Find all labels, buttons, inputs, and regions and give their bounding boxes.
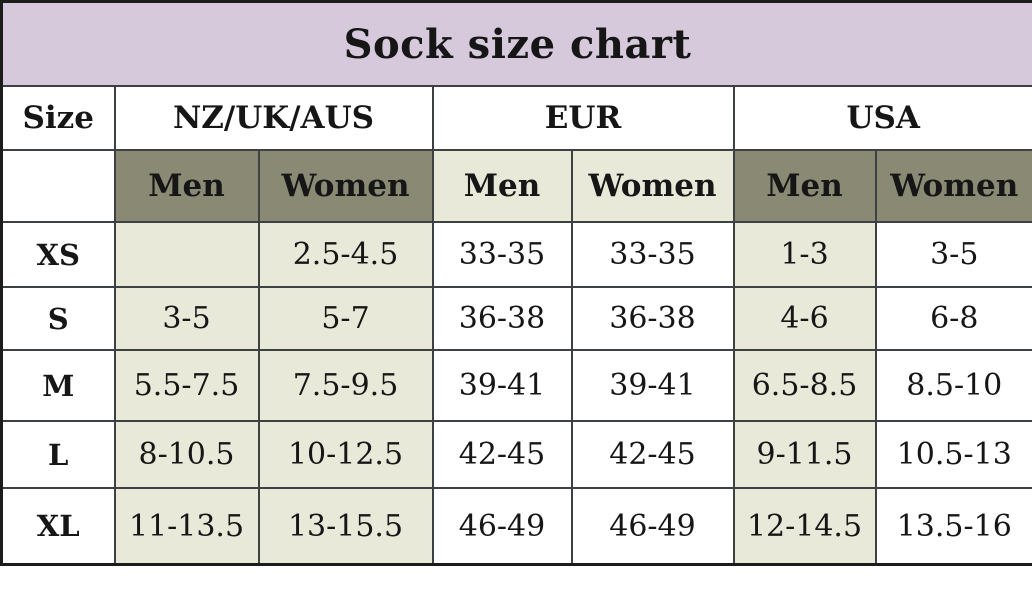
data-cell-eur-women: 46-49 xyxy=(570,487,735,566)
subheader-eur-men: Men xyxy=(431,149,573,223)
data-cell-nz-women: 7.5-9.5 xyxy=(257,349,434,422)
data-cell-nz-women: 2.5-4.5 xyxy=(257,221,434,288)
region-header-usa: USA xyxy=(732,85,1032,151)
column-header-size: Size xyxy=(0,85,116,151)
size-label: S xyxy=(0,286,116,351)
data-cell-usa-women: 8.5-10 xyxy=(874,349,1032,422)
data-cell-nz-women: 10-12.5 xyxy=(257,420,434,489)
data-cell-usa-men: 9-11.5 xyxy=(732,420,877,489)
data-cell-usa-women: 3-5 xyxy=(874,221,1032,288)
region-header-nz-uk-aus: NZ/UK/AUS xyxy=(113,85,434,151)
data-cell-usa-men: 1-3 xyxy=(732,221,877,288)
data-cell-eur-women: 42-45 xyxy=(570,420,735,489)
data-cell-usa-women: 10.5-13 xyxy=(874,420,1032,489)
subheader-nz-women: Women xyxy=(257,149,434,223)
size-label: L xyxy=(0,420,116,489)
title-row: Sock size chart xyxy=(0,0,1032,87)
region-header-eur: EUR xyxy=(431,85,735,151)
data-cell-eur-men: 36-38 xyxy=(431,286,573,351)
table-row-s: S 3-5 5-7 36-38 36-38 4-6 6-8 xyxy=(0,286,1032,351)
data-cell-nz-men: 5.5-7.5 xyxy=(113,349,260,422)
sock-size-chart-table: Sock size chart Size NZ/UK/AUS EUR USA M… xyxy=(0,0,1032,566)
table-row-xl: XL 11-13.5 13-15.5 46-49 46-49 12-14.5 1… xyxy=(0,487,1032,566)
gender-subheader-row: Men Women Men Women Men Women xyxy=(0,149,1032,223)
data-cell-nz-men: 8-10.5 xyxy=(113,420,260,489)
data-cell-eur-women: 39-41 xyxy=(570,349,735,422)
size-label: XS xyxy=(0,221,116,288)
data-cell-eur-men: 42-45 xyxy=(431,420,573,489)
table-row-l: L 8-10.5 10-12.5 42-45 42-45 9-11.5 10.5… xyxy=(0,420,1032,489)
data-cell-eur-men: 39-41 xyxy=(431,349,573,422)
subheader-nz-men: Men xyxy=(113,149,260,223)
subheader-eur-women: Women xyxy=(570,149,735,223)
table-row-xs: XS 2.5-4.5 33-35 33-35 1-3 3-5 xyxy=(0,221,1032,288)
table-row-m: M 5.5-7.5 7.5-9.5 39-41 39-41 6.5-8.5 8.… xyxy=(0,349,1032,422)
data-cell-usa-men: 12-14.5 xyxy=(732,487,877,566)
region-header-row: Size NZ/UK/AUS EUR USA xyxy=(0,85,1032,151)
data-cell-usa-men: 6.5-8.5 xyxy=(732,349,877,422)
data-cell-eur-women: 33-35 xyxy=(570,221,735,288)
data-cell-nz-women: 5-7 xyxy=(257,286,434,351)
data-cell-nz-men: 11-13.5 xyxy=(113,487,260,566)
subheader-blank-cell xyxy=(0,149,116,223)
subheader-usa-women: Women xyxy=(874,149,1032,223)
data-cell-usa-women: 13.5-16 xyxy=(874,487,1032,566)
size-label: M xyxy=(0,349,116,422)
data-cell-nz-men: 3-5 xyxy=(113,286,260,351)
chart-title: Sock size chart xyxy=(0,0,1032,87)
data-cell-usa-women: 6-8 xyxy=(874,286,1032,351)
data-cell-eur-men: 46-49 xyxy=(431,487,573,566)
data-cell-eur-women: 36-38 xyxy=(570,286,735,351)
data-cell-nz-men xyxy=(113,221,260,288)
data-cell-eur-men: 33-35 xyxy=(431,221,573,288)
data-cell-usa-men: 4-6 xyxy=(732,286,877,351)
subheader-usa-men: Men xyxy=(732,149,877,223)
size-label: XL xyxy=(0,487,116,566)
data-cell-nz-women: 13-15.5 xyxy=(257,487,434,566)
